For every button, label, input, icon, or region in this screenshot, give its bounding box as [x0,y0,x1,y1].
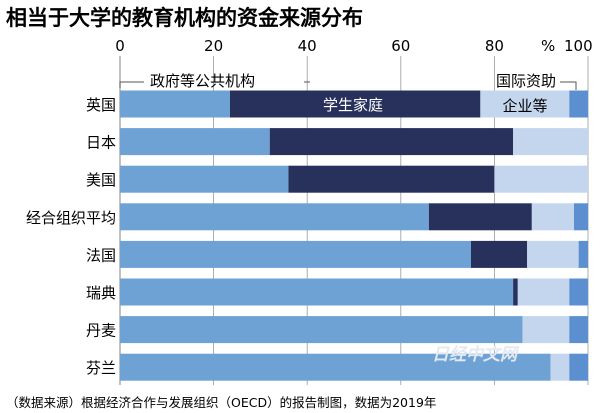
legend-bracket-government [119,81,144,88]
bar-0-1 [120,128,270,156]
category-label-5: 瑞典 [86,284,116,302]
bar-0-0 [120,90,230,118]
category-label-3: 经合组织平均 [26,209,116,227]
chart-title: 相当于大学的教育机构的资金来源分布 [6,6,363,30]
source-note: （数据来源）根据经济合作与发展组织（OECD）的报告制图，数据为2019年 [6,395,436,410]
bar-2-0 [480,90,570,118]
category-label-7: 芬兰 [86,359,116,377]
bar-1-5 [513,278,518,306]
x-tick-label-60: 60 [391,37,410,55]
bar-3-4 [578,240,588,268]
legend-label-corporate: 企业等 [502,97,547,115]
bar-1-3 [428,203,532,231]
x-unit-label: % [541,37,555,55]
bar-3-7 [569,353,588,381]
x-tick-label-20: 20 [204,37,223,55]
legend-label-government: 政府等公共机构 [150,72,255,90]
watermark: 日经中文网 [432,345,520,365]
bar-0-3 [120,203,429,231]
bar-2-2 [494,165,588,193]
x-tick-label-80: 80 [485,37,504,55]
bar-3-5 [569,278,588,306]
bar-2-6 [522,316,570,344]
bar-0-5 [120,278,514,306]
bar-2-3 [531,203,574,231]
bar-0-6 [120,316,523,344]
category-label-1: 日本 [86,134,116,152]
bar-2-5 [517,278,570,306]
bar-1-1 [269,128,514,156]
category-label-4: 法国 [86,246,116,264]
bar-1-4 [471,240,528,268]
category-label-2: 美国 [86,171,116,189]
bar-3-3 [573,203,588,231]
x-tick-label-40: 40 [298,37,317,55]
bar-1-0 [229,90,481,118]
category-label-6: 丹麦 [86,322,116,340]
bar-3-0 [569,90,588,118]
legend-label-students: 学生家庭 [323,96,383,114]
x-tick-label-100: 100 [564,37,593,55]
x-axis-ticks: 0 20 40 60 80 [115,37,504,55]
legend-label-international: 国际资助 [496,72,556,90]
bar-0-2 [120,165,289,193]
x-tick-label-0: 0 [115,37,125,55]
category-label-0: 英国 [86,96,116,114]
bar-2-4 [527,240,579,268]
bar-2-7 [550,353,570,381]
bar-2-1 [513,128,588,156]
bar-0-4 [120,240,471,268]
bar-0-7 [120,353,551,381]
legend-bracket-international [560,81,577,90]
bar-1-2 [288,165,495,193]
bars [120,90,588,381]
bar-3-6 [569,316,588,344]
